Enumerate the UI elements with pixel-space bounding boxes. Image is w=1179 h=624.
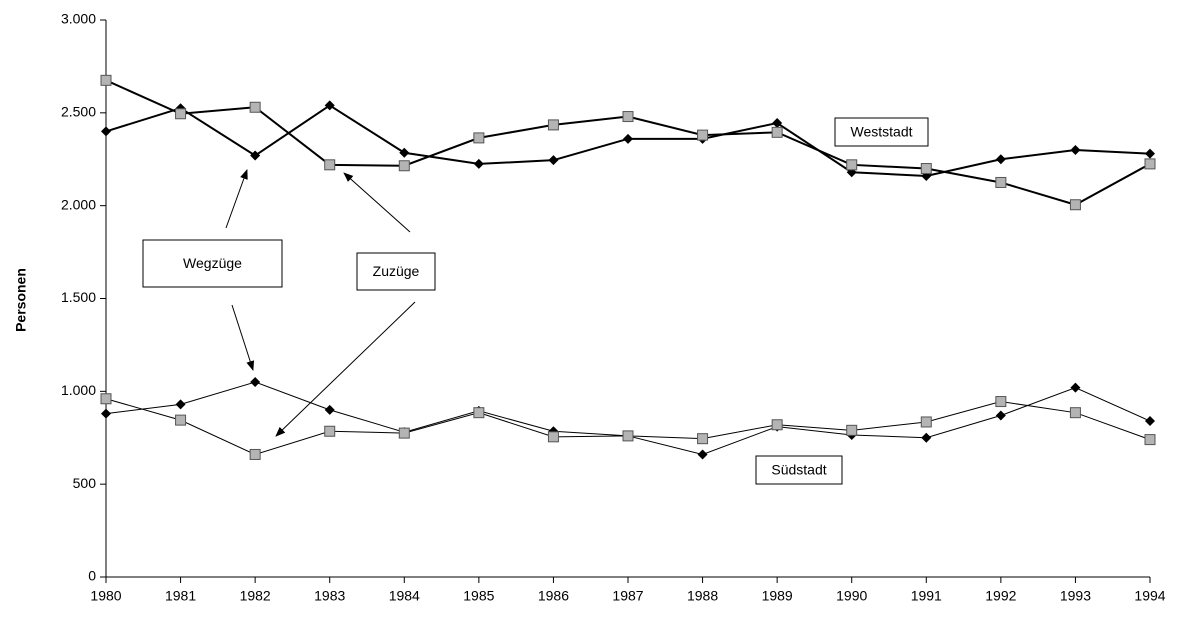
annotation-box <box>834 117 929 147</box>
x-tick-label: 1985 <box>463 588 494 604</box>
marker-diamond <box>995 154 1006 165</box>
arrow <box>275 301 416 437</box>
y-tick-label: 2.000 <box>61 196 96 212</box>
y-tick-label: 1.000 <box>61 382 96 398</box>
marker-square <box>100 74 112 86</box>
marker-square <box>771 419 783 431</box>
marker-diamond <box>548 155 559 166</box>
marker-diamond <box>1145 416 1155 427</box>
marker-square <box>697 433 709 445</box>
annotation: Südstadt <box>771 462 826 478</box>
x-tick-label: 1994 <box>1134 588 1165 604</box>
x-tick-label: 1990 <box>836 588 867 604</box>
marker-diamond <box>1070 382 1081 393</box>
arrow <box>225 169 248 229</box>
x-tick-label: 1991 <box>911 588 942 604</box>
marker-square <box>473 132 485 144</box>
marker-diamond <box>697 449 708 460</box>
marker-diamond <box>101 126 111 137</box>
marker-square <box>249 448 261 460</box>
x-tick-label: 1980 <box>90 588 121 604</box>
marker-diamond <box>175 399 186 410</box>
annotation: Zuzüge <box>373 263 420 279</box>
y-tick-label: 2.500 <box>61 104 96 120</box>
marker-square <box>697 129 709 141</box>
marker-diamond <box>473 158 484 169</box>
marker-diamond <box>101 408 111 419</box>
marker-square <box>1144 434 1156 446</box>
series-line <box>105 398 1151 455</box>
marker-square <box>1069 407 1081 419</box>
marker-diamond <box>250 377 261 388</box>
marker-square <box>398 427 410 439</box>
marker-square <box>175 108 187 120</box>
y-tick-label: 0 <box>88 568 96 584</box>
y-tick-label: 500 <box>73 475 97 491</box>
marker-diamond <box>623 133 633 144</box>
arrow <box>343 172 411 233</box>
marker-diamond <box>1145 148 1155 159</box>
marker-square <box>1144 158 1156 170</box>
marker-square <box>100 393 112 405</box>
marker-square <box>324 159 336 171</box>
marker-square <box>995 396 1007 408</box>
x-tick-label: 1986 <box>538 588 569 604</box>
y-axis-label: Personen <box>13 268 29 332</box>
marker-square <box>622 430 634 442</box>
x-tick-label: 1987 <box>612 588 643 604</box>
marker-diamond <box>399 147 410 158</box>
marker-square <box>846 424 858 436</box>
arrow <box>231 304 255 371</box>
y-tick-label: 1.500 <box>61 289 96 305</box>
series-line <box>105 381 1151 455</box>
annotation-box <box>755 455 843 485</box>
annotation-box <box>356 252 436 291</box>
x-tick-label: 1993 <box>1060 588 1091 604</box>
marker-square <box>995 176 1007 188</box>
marker-square <box>920 416 932 428</box>
marker-square <box>920 163 932 175</box>
x-tick-label: 1992 <box>985 588 1016 604</box>
marker-square <box>547 119 559 131</box>
x-tick-label: 1983 <box>314 588 345 604</box>
x-tick-label: 1984 <box>389 588 420 604</box>
x-tick-label: 1989 <box>762 588 793 604</box>
x-tick-label: 1982 <box>240 588 271 604</box>
marker-square <box>622 111 634 123</box>
annotation: Weststadt <box>851 124 913 140</box>
marker-diamond <box>995 410 1006 421</box>
marker-square <box>547 431 559 443</box>
x-tick-label: 1988 <box>687 588 718 604</box>
marker-diamond <box>250 150 261 161</box>
marker-square <box>175 414 187 426</box>
x-tick-label: 1981 <box>165 588 196 604</box>
marker-diamond <box>324 404 335 415</box>
marker-diamond <box>772 118 783 129</box>
marker-square <box>473 407 485 419</box>
marker-diamond <box>921 432 932 443</box>
annotation-box <box>142 239 283 288</box>
marker-square <box>398 160 410 172</box>
marker-square <box>1069 199 1081 211</box>
marker-diamond <box>1070 144 1081 155</box>
marker-square <box>846 159 858 171</box>
marker-square <box>771 126 783 138</box>
annotation: Wegzüge <box>183 255 242 271</box>
y-tick-label: 3.000 <box>61 11 96 27</box>
marker-square <box>324 425 336 437</box>
marker-diamond <box>324 100 335 111</box>
marker-square <box>249 101 261 113</box>
